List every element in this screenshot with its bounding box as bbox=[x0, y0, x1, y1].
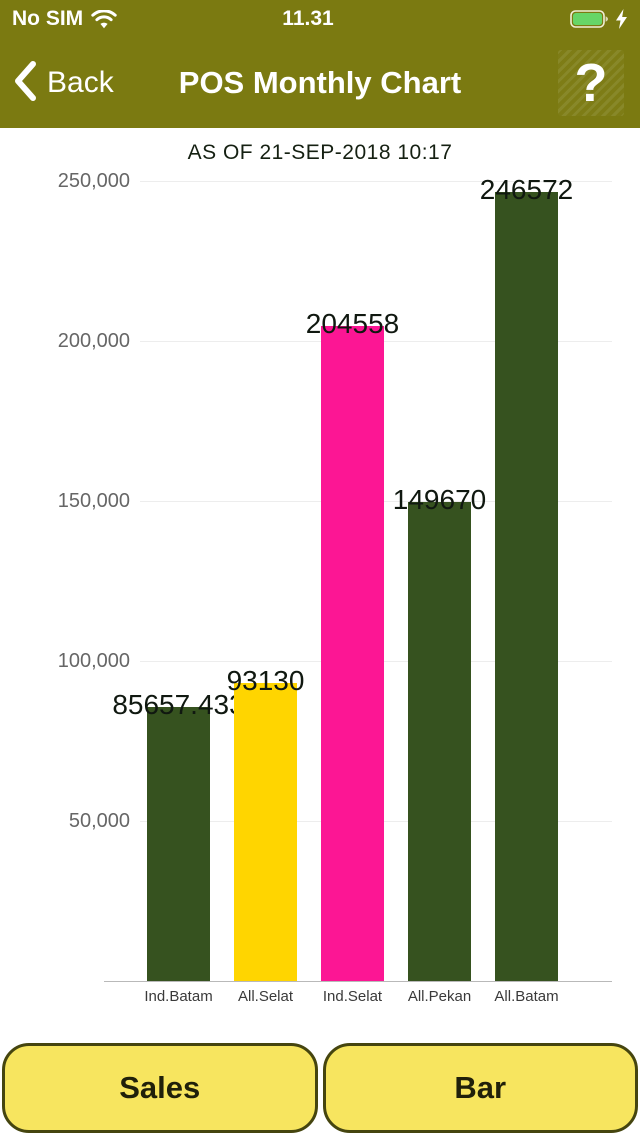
back-button[interactable]: Back bbox=[0, 54, 124, 113]
bar-All.Pekan bbox=[408, 502, 471, 981]
bar-Ind.Selat bbox=[321, 326, 384, 981]
x-tick-label: All.Batam bbox=[494, 988, 559, 1005]
bar-value-label: 204558 bbox=[305, 308, 400, 340]
chart-section: AS OF 21-SEP-2018 10:17 50,000 100,000 150… bbox=[0, 128, 640, 1030]
bar-value-label: 85657.433 bbox=[112, 688, 245, 720]
x-tick-label: All.Selat bbox=[237, 988, 294, 1005]
x-axis-line bbox=[104, 981, 612, 982]
carrier-label: No SIM bbox=[12, 7, 84, 30]
bar-value-label: 246572 bbox=[479, 173, 574, 205]
bar-chart: 50,000 100,000 150,000 200,000 250,000 85657… bbox=[0, 168, 640, 1013]
charging-bolt-icon bbox=[615, 9, 628, 29]
x-tick-label: Ind.Batam bbox=[144, 988, 213, 1005]
wifi-icon bbox=[91, 9, 117, 29]
bar-Ind.Batam bbox=[147, 706, 210, 981]
y-tick-label: 250,000 bbox=[57, 170, 130, 192]
chart-title: AS OF 21-SEP-2018 10:17 bbox=[187, 141, 453, 164]
status-left: No SIM bbox=[12, 7, 294, 31]
plot-area: 85657.433 93130 204558 149670 246572 bbox=[112, 168, 600, 981]
bar-button[interactable]: Bar bbox=[322, 1043, 638, 1133]
bar-All.Batam bbox=[495, 191, 558, 981]
gridline bbox=[140, 181, 612, 182]
nav-bar: Back POS Monthly Chart ? bbox=[0, 38, 640, 128]
back-label: Back bbox=[47, 66, 114, 99]
bar-value-label: 149670 bbox=[392, 484, 487, 516]
y-tick-label: 50,000 bbox=[68, 810, 130, 832]
bar-value-label: 93130 bbox=[226, 664, 305, 696]
x-tick-label: Ind.Selat bbox=[322, 988, 383, 1005]
footer-button-bar: Sales Bar bbox=[0, 1030, 640, 1136]
battery-icon bbox=[570, 10, 610, 28]
x-tick-label: All.Pekan bbox=[407, 988, 472, 1005]
sales-button[interactable]: Sales bbox=[2, 1043, 318, 1133]
y-tick-label: 200,000 bbox=[57, 330, 130, 352]
status-time: 11.31 bbox=[282, 7, 334, 30]
y-tick-label: 150,000 bbox=[57, 490, 130, 512]
status-bar: No SIM 11.31 bbox=[0, 0, 640, 38]
app-header: No SIM 11.31 bbox=[0, 0, 640, 128]
back-chevron-icon bbox=[14, 60, 37, 107]
bar-All.Selat bbox=[234, 682, 297, 981]
y-tick-label: 100,000 bbox=[57, 650, 130, 672]
status-right bbox=[346, 9, 628, 29]
help-button[interactable]: ? bbox=[558, 50, 624, 116]
